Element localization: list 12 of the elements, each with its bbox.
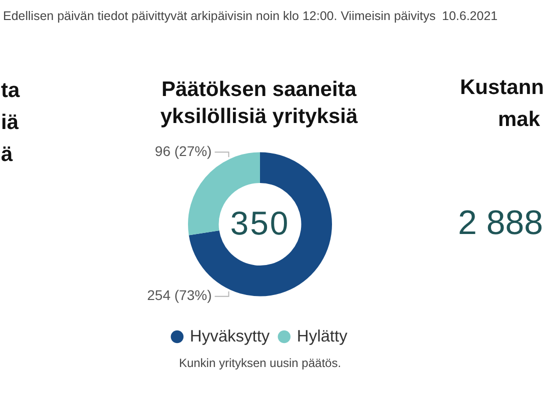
chart-title: Päätöksen saaneita yksilöllisiä yrityksiä (159, 77, 359, 130)
text: 2 888 (458, 203, 544, 243)
text: Kunkin yrityksen uusin päätös. (178, 355, 342, 371)
text: ta iä ä (1, 78, 20, 168)
text: 350 (230, 204, 290, 242)
legend-label: Hyväksytty (190, 327, 270, 346)
text: Edellisen päivän tiedot päivittyvät arkipäivisin noin klo 12:00. Viimeisin päivitys (3, 8, 436, 24)
data-label: 254 (73%) (147, 287, 212, 304)
text: 10.6.2021 (442, 8, 498, 24)
legend-label: Hylätty (296, 327, 348, 346)
data-label: 96 (27%) (154, 143, 212, 160)
text: Kustann mak (460, 75, 544, 133)
